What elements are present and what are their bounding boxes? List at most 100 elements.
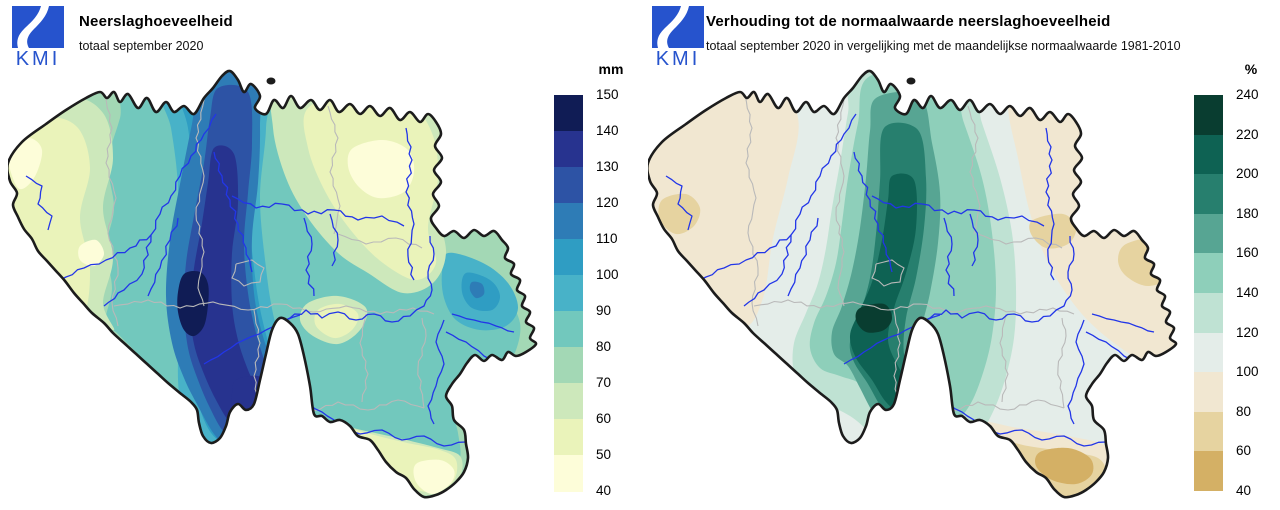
legend-swatch bbox=[554, 167, 583, 204]
legend-swatch bbox=[1194, 411, 1223, 452]
legend-tick-label: 90 bbox=[596, 303, 612, 318]
contour-band bbox=[413, 459, 455, 495]
legend-swatch bbox=[1194, 213, 1223, 254]
contour-band bbox=[190, 145, 261, 429]
river bbox=[943, 217, 955, 297]
contour-band bbox=[7, 137, 43, 190]
province-border bbox=[337, 233, 423, 249]
precipitation-legend: mm 150 140 130 120 110 100 90 80 70 60 50 40 bbox=[552, 55, 640, 503]
province-border bbox=[307, 399, 425, 414]
legend-swatch bbox=[554, 311, 583, 348]
province-border bbox=[744, 94, 759, 327]
legend-tick-label: 160 bbox=[1236, 245, 1259, 261]
province-border bbox=[893, 309, 901, 403]
contour-fill-layer bbox=[647, 70, 1177, 498]
legend-tick-label: 130 bbox=[596, 159, 619, 174]
legend-unit-percent: % bbox=[1244, 61, 1258, 77]
legend-swatch bbox=[1194, 253, 1223, 294]
legend-swatch bbox=[554, 203, 583, 240]
legend-tick-label: 110 bbox=[596, 231, 618, 246]
river bbox=[787, 217, 819, 297]
legend-swatch bbox=[1194, 174, 1223, 215]
legend-tick-label: 60 bbox=[1236, 443, 1252, 459]
river bbox=[743, 113, 857, 307]
legend-swatch bbox=[554, 131, 583, 168]
legend-tick-label: 80 bbox=[1236, 403, 1252, 419]
legend-tick-label: 120 bbox=[596, 195, 619, 210]
panel-precipitation: KMI Neerslaghoeveelheid totaal september… bbox=[0, 0, 640, 507]
river bbox=[1067, 319, 1085, 425]
legend-swatch bbox=[1194, 451, 1223, 492]
river bbox=[451, 313, 515, 333]
river bbox=[427, 319, 445, 425]
legend-tick-label: 220 bbox=[1236, 126, 1259, 142]
map-subtitle-ratio: totaal september 2020 in vergelijking me… bbox=[706, 39, 1181, 53]
legend-tick-label: 80 bbox=[596, 339, 612, 354]
river bbox=[1045, 127, 1055, 281]
legend-swatch bbox=[554, 455, 583, 492]
legend-swatch bbox=[554, 383, 583, 420]
legend-tick-label: 40 bbox=[1236, 483, 1252, 498]
river bbox=[853, 151, 893, 273]
kmi-logo-text: KMI bbox=[15, 48, 61, 70]
province-border bbox=[104, 94, 119, 327]
country-border bbox=[645, 69, 1178, 499]
province-border bbox=[871, 259, 905, 287]
river bbox=[941, 399, 1127, 451]
river bbox=[147, 217, 179, 297]
legend-tick-label: 50 bbox=[596, 447, 612, 462]
panel-ratio-to-normal: KMI Verhouding tot de normaalwaarde neer… bbox=[640, 0, 1280, 507]
legend-swatch bbox=[554, 95, 583, 132]
contour-band bbox=[78, 239, 105, 267]
kmi-logo-mark bbox=[12, 6, 64, 48]
legend-swatch bbox=[1194, 134, 1223, 175]
river bbox=[103, 113, 217, 307]
legend-swatch bbox=[1194, 293, 1223, 334]
contour-band bbox=[1034, 447, 1094, 485]
contour-band bbox=[469, 281, 485, 299]
ratio-map bbox=[645, 68, 1195, 505]
province-border bbox=[195, 99, 205, 307]
kmi-logo-mark bbox=[652, 6, 704, 48]
river bbox=[303, 217, 315, 297]
province-border bbox=[753, 299, 1075, 315]
province-border bbox=[1057, 317, 1067, 409]
kmi-logo: KMI bbox=[10, 6, 66, 72]
province-border bbox=[947, 399, 1065, 414]
legend-tick-label: 240 bbox=[1236, 87, 1259, 102]
belgium-ratio-contour-map bbox=[645, 69, 1178, 499]
legend-tick-label: 100 bbox=[596, 267, 619, 282]
province-border bbox=[113, 299, 435, 315]
river bbox=[1091, 313, 1155, 333]
legend-unit-mm: mm bbox=[598, 61, 624, 77]
legend-swatch bbox=[1194, 95, 1223, 136]
legend-tick-label: 200 bbox=[1236, 166, 1259, 182]
contour-band bbox=[347, 139, 415, 199]
contour-fill-layer bbox=[7, 70, 537, 498]
legend-tick-label: 140 bbox=[596, 123, 619, 138]
river bbox=[665, 175, 693, 231]
map-title-ratio: Verhouding tot de normaalwaarde neerslag… bbox=[706, 13, 1111, 30]
contour-band bbox=[177, 271, 209, 337]
contour-band bbox=[314, 303, 359, 339]
legend-tick-label: 140 bbox=[1236, 285, 1259, 300]
river bbox=[329, 213, 339, 267]
estuary-island bbox=[906, 77, 916, 85]
province-border bbox=[999, 313, 1009, 403]
province-border bbox=[967, 105, 981, 235]
kmi-logo-text: KMI bbox=[655, 48, 701, 70]
river bbox=[231, 195, 405, 227]
legend-swatch bbox=[1194, 372, 1223, 413]
belgium-precipitation-contour-map bbox=[5, 69, 538, 499]
province-border bbox=[231, 259, 265, 287]
legend-swatch bbox=[554, 419, 583, 456]
legend-tick-label: 150 bbox=[596, 87, 619, 102]
legend-tick-label: 70 bbox=[596, 375, 612, 390]
legend-tick-label: 180 bbox=[1236, 205, 1259, 221]
precipitation-map bbox=[5, 68, 555, 505]
province-border bbox=[253, 309, 261, 403]
river bbox=[969, 213, 979, 267]
estuary-island bbox=[266, 77, 276, 85]
kmi-logo: KMI bbox=[650, 6, 706, 72]
province-border bbox=[417, 317, 427, 409]
